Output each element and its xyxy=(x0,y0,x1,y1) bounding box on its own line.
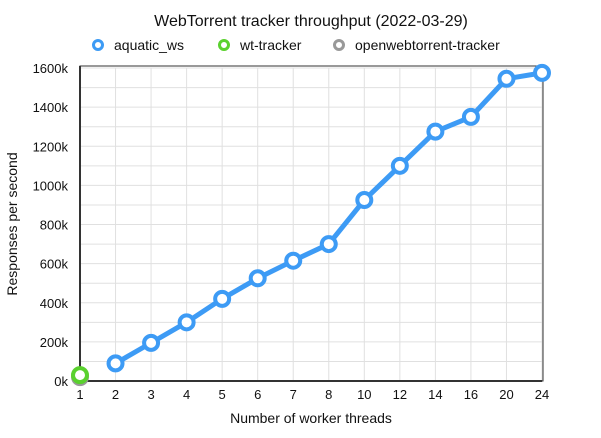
legend-marker xyxy=(92,39,104,51)
axes: 1 2 3 4 5 6 7 8 10 12 14 16 20 240k200k400k600k800k10… xyxy=(33,61,550,402)
data-point-aquatic_ws xyxy=(177,313,196,332)
data-point-aquatic_ws xyxy=(426,122,445,141)
y-tick-label: 0k xyxy=(54,374,68,389)
data-point-aquatic_ws xyxy=(390,156,409,175)
legend-label: openwebtorrent-tracker xyxy=(355,37,500,53)
legend-marker xyxy=(218,39,230,51)
legend: aquatic_ws wt-tracker openwebtorrent-track… xyxy=(92,37,500,53)
y-tick-label: 1000k xyxy=(33,178,69,193)
y-tick-label: 600k xyxy=(40,257,69,272)
legend-marker xyxy=(333,39,345,51)
data-point-aquatic_ws xyxy=(533,63,551,82)
data-point-aquatic_ws xyxy=(284,251,303,270)
y-tick-label: 1400k xyxy=(33,100,69,115)
y-tick-label: 400k xyxy=(40,296,69,311)
data-point-aquatic_ws xyxy=(213,289,232,308)
data-point-wt-tracker xyxy=(71,366,89,385)
y-tick-label: 800k xyxy=(40,218,69,233)
x-tick-label: 10 xyxy=(357,387,371,402)
data-point-aquatic_ws xyxy=(497,69,516,88)
x-tick-label: 5 xyxy=(219,387,226,402)
y-tick-label: 200k xyxy=(40,335,69,350)
marks xyxy=(71,63,551,387)
x-axis-label: Number of worker threads xyxy=(230,410,392,426)
x-tick-label: 14 xyxy=(428,387,442,402)
legend-label: wt-tracker xyxy=(239,37,302,53)
x-tick-label: 16 xyxy=(464,387,478,402)
x-tick-label: 1 xyxy=(76,387,83,402)
x-tick-label: 8 xyxy=(325,387,332,402)
x-tick-label: 24 xyxy=(535,387,549,402)
y-tick-label: 1600k xyxy=(33,61,69,76)
data-point-aquatic_ws xyxy=(248,269,267,288)
legend-label: aquatic_ws xyxy=(114,37,184,53)
x-tick-label: 4 xyxy=(183,387,190,402)
x-tick-label: 3 xyxy=(147,387,154,402)
x-tick-label: 2 xyxy=(112,387,119,402)
chart-title: WebTorrent tracker throughput (2022-03-2… xyxy=(154,13,468,30)
y-axis-label: Responses per second xyxy=(4,152,20,295)
y-tick-label: 1200k xyxy=(33,139,69,154)
data-point-aquatic_ws xyxy=(355,191,374,210)
x-tick-label: 12 xyxy=(393,387,407,402)
data-point-aquatic_ws xyxy=(106,354,125,373)
data-point-aquatic_ws xyxy=(461,107,480,126)
x-tick-label: 7 xyxy=(290,387,297,402)
x-tick-label: 6 xyxy=(254,387,261,402)
data-point-aquatic_ws xyxy=(142,333,161,352)
x-tick-label: 20 xyxy=(499,387,513,402)
data-point-aquatic_ws xyxy=(319,235,338,254)
